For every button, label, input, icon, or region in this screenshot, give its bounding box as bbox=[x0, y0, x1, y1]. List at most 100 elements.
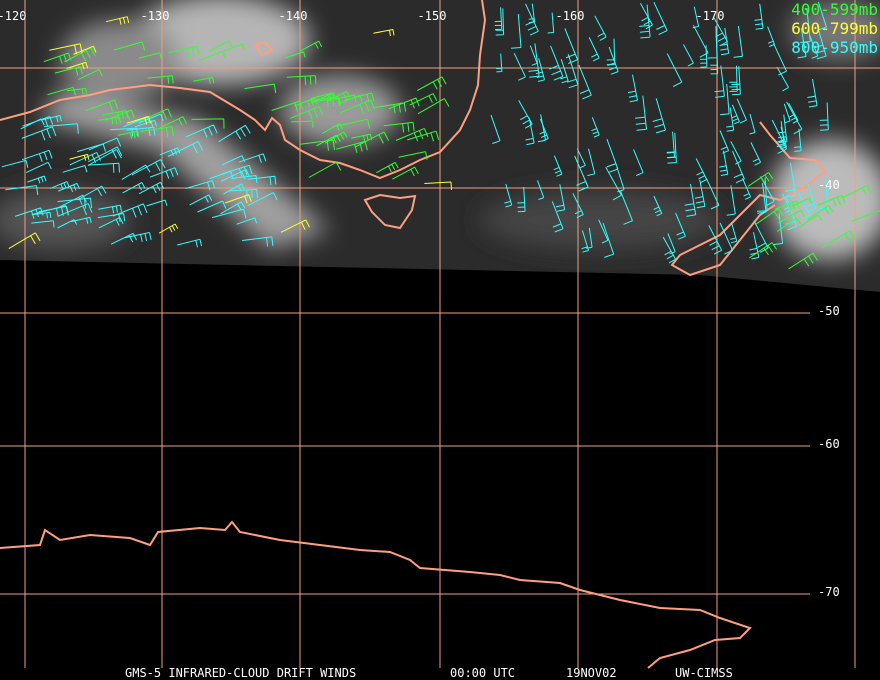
wind-barb bbox=[551, 201, 564, 233]
wind-barb bbox=[553, 155, 563, 177]
wind-barb bbox=[20, 118, 45, 130]
wind-barb bbox=[64, 47, 96, 63]
wind-barb bbox=[189, 194, 213, 206]
wind-barb bbox=[556, 184, 566, 212]
wind-barb bbox=[594, 15, 607, 41]
wind-barb bbox=[529, 45, 538, 66]
wind-barb bbox=[602, 222, 615, 258]
footer-product: GMS-5 INFRARED-CLOUD DRIFT WINDS bbox=[125, 666, 356, 680]
wind-barb bbox=[134, 119, 157, 128]
wind-barb bbox=[535, 58, 545, 82]
wind-barb bbox=[496, 53, 503, 73]
wind-barb bbox=[98, 216, 124, 229]
wind-barb bbox=[566, 54, 579, 89]
wind-barb bbox=[102, 110, 129, 120]
wind-barb bbox=[286, 75, 317, 85]
wind-barb bbox=[578, 64, 592, 100]
wind-barb bbox=[87, 146, 123, 163]
wind-barb bbox=[816, 194, 846, 207]
wind-barb bbox=[730, 141, 742, 165]
wind-barb bbox=[185, 124, 218, 138]
wind-barb bbox=[77, 143, 106, 153]
wind-barb bbox=[85, 99, 119, 112]
legend-entry: 600-799mb bbox=[791, 19, 878, 38]
wind-barb bbox=[719, 150, 729, 176]
wind-barb bbox=[417, 76, 447, 91]
wind-barb bbox=[713, 17, 728, 46]
wind-barb bbox=[307, 96, 340, 108]
wind-barb bbox=[788, 252, 819, 270]
wind-barb bbox=[21, 149, 53, 162]
wind-barb bbox=[851, 210, 880, 222]
wind-barb bbox=[778, 209, 806, 224]
wind-barb bbox=[726, 185, 736, 216]
longitude-label: -160 bbox=[556, 9, 585, 23]
wind-barb bbox=[708, 225, 723, 255]
wind-barb bbox=[517, 186, 526, 213]
wind-barb bbox=[27, 175, 47, 184]
wind-barb bbox=[635, 95, 647, 131]
wind-barb bbox=[57, 197, 93, 209]
wind-barb bbox=[518, 100, 533, 129]
wind-barb bbox=[619, 190, 633, 225]
longitude-label: -120 bbox=[0, 9, 26, 23]
wind-barb bbox=[33, 205, 69, 216]
footer: GMS-5 INFRARED-CLOUD DRIFT WINDS 00:00 U… bbox=[125, 666, 733, 680]
wind-barb bbox=[395, 127, 429, 142]
wind-barb bbox=[168, 45, 200, 58]
wind-barb bbox=[149, 167, 179, 179]
wind-barb bbox=[783, 103, 791, 124]
wind-barbs bbox=[1, 1, 880, 270]
wind-barb bbox=[572, 193, 584, 219]
wind-barb bbox=[351, 133, 373, 142]
wind-barb bbox=[49, 43, 83, 55]
wind-barb bbox=[504, 183, 513, 208]
wind-barb bbox=[667, 233, 676, 255]
wind-barb bbox=[193, 77, 215, 84]
wind-barb bbox=[77, 69, 103, 81]
wind-barb bbox=[807, 205, 834, 220]
wind-barb bbox=[236, 217, 258, 225]
wind-barb bbox=[813, 25, 827, 60]
wind-barb bbox=[159, 147, 181, 156]
wind-barb bbox=[699, 45, 708, 68]
wind-barb bbox=[726, 107, 735, 132]
wind-barb bbox=[773, 213, 784, 245]
wind-barb bbox=[732, 150, 745, 184]
wind-barb bbox=[749, 232, 760, 260]
latitude-label: -60 bbox=[818, 437, 840, 451]
legend-entry: 400-599mb bbox=[791, 0, 878, 19]
wind-barb bbox=[757, 183, 767, 214]
wind-barb bbox=[271, 100, 304, 112]
wind-barb bbox=[692, 25, 709, 58]
wind-barb bbox=[44, 123, 79, 134]
wind-barb bbox=[87, 149, 122, 166]
wind-barb bbox=[730, 222, 738, 244]
wind-barb bbox=[733, 26, 743, 58]
wind-barb bbox=[25, 161, 52, 174]
wind-barb bbox=[797, 28, 807, 59]
wind-barb bbox=[138, 52, 163, 60]
latitude-label: -70 bbox=[818, 585, 840, 599]
wind-barb bbox=[574, 155, 589, 192]
wind-barb bbox=[407, 130, 440, 142]
wind-barb bbox=[683, 44, 694, 67]
wind-barb bbox=[607, 46, 619, 75]
wind-barb bbox=[247, 175, 277, 186]
wind-barb bbox=[417, 98, 450, 115]
wind-barb bbox=[158, 223, 179, 234]
wind-barb bbox=[383, 121, 415, 133]
wind-barb bbox=[753, 220, 769, 253]
wind-barb bbox=[197, 200, 227, 213]
wind-barb bbox=[185, 180, 216, 191]
wind-barb bbox=[695, 158, 708, 184]
wind-barb bbox=[138, 181, 165, 195]
wind-barb bbox=[774, 200, 800, 211]
wind-barb bbox=[606, 139, 619, 173]
wind-barb bbox=[588, 37, 600, 62]
wind-barb bbox=[223, 43, 246, 52]
wind-barb bbox=[547, 12, 555, 34]
wind-barb bbox=[639, 4, 651, 39]
